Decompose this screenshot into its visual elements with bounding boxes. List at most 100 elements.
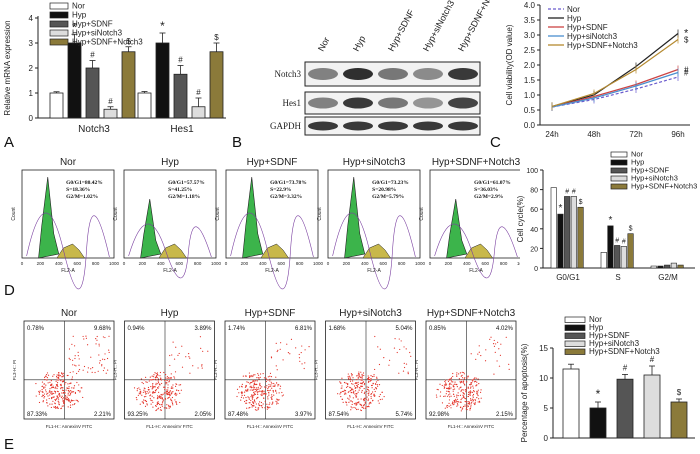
x-tick-label: 72h [629,130,642,139]
significance-mark: * [160,19,165,33]
y-tick-label: 4 [29,14,34,23]
fit-curve [26,212,110,290]
blot-band [308,121,338,131]
x-tick-label: 800 [92,261,100,266]
x-axis-label: FL2-A [61,268,75,274]
lr-value: 5.74% [395,412,413,418]
ul-value: 1.68% [329,326,347,332]
bar-G0/G1-0 [550,187,557,269]
blot-band [343,68,373,80]
legend-label-1: Hyp [631,158,644,167]
x-axis-label: FL1-H:: AnnexinV FITC [448,424,495,429]
ll-value: 92.98% [429,412,450,418]
legend-label-3: Hyp+siNotch3 [589,339,640,348]
bar-S-3 [620,246,627,269]
histogram-frame [429,169,520,259]
legend-label-0: Nor [72,2,85,11]
g2m-value: G2/M=1.18% [168,194,200,200]
x-axis-label: FL1-H:: AnnexinV FITC [146,424,193,429]
bar-G2/M-1 [657,265,664,269]
s-value: S=36.03% [474,187,498,193]
scatter-frame [325,320,416,420]
x-tick-label: 0 [123,261,126,266]
legend-swatch-4 [610,183,628,190]
g0g1-value: G0/G1=57.57% [168,180,205,186]
legend-label-4: Hyp+SDNF+Notch3 [631,182,697,191]
legend-label-1: Hyp [72,11,87,20]
g2m-value: G2/M=2.9% [474,194,503,200]
s-phase [362,243,392,259]
blot-band [448,97,478,109]
bar-Notch3-4 [121,51,136,119]
y-axis-label: FL3-H:: PI [414,360,419,381]
blot-band [378,121,408,131]
lr-value: 2.05% [194,412,212,418]
x-tick-label: 800 [194,261,202,266]
blot-band [378,68,408,80]
legend-swatch-2 [49,20,69,28]
lane-header-2: Hyp+SDNF [386,7,417,53]
x-tick-label: 48h [587,130,600,139]
legend-swatch-0 [610,151,628,158]
blot-band [308,97,338,109]
y-axis-label: Relative mRNA expression [3,20,12,115]
bar-Hes1-3 [191,106,206,119]
g2m-value: G2/M=3.32% [270,194,302,200]
significance-mark: $ [684,36,689,45]
panel-c-chart: 0.0 0.5 1.0 1.5 2.0 2.5 3.0 3.5 4.0 Cell viabilit… [505,1,690,139]
fit-curve [332,212,416,290]
y-tick-label: 80 [530,188,538,195]
significance-mark: $ [677,388,682,397]
bar-G0/G1-4 [577,206,584,269]
y-axis-label: Count [113,207,119,221]
significance-mark: # [650,355,655,364]
bar-S-2 [614,245,621,269]
legend-label-4: Hyp+SDNF+Notch3 [589,347,660,356]
g0g1-peak [242,177,264,259]
significance-mark: # [684,66,689,75]
s-value: S=22.9% [270,187,291,193]
x-tick-label: 800 [500,261,508,266]
fit-curve [128,223,212,279]
dot-cloud [133,336,209,412]
blot-band [413,68,443,80]
ul-value: 1.74% [228,326,246,332]
x-tick-label: 200 [139,261,147,266]
panel-letter-c: C [490,134,501,151]
significance-mark: # [622,238,626,245]
blot-band [448,121,478,131]
significance-mark: $ [214,33,219,42]
y-tick-label: 100 [526,168,538,175]
histogram-frame [21,169,115,259]
y-tick-label: 2 [29,64,34,73]
x-tick-label: 1000 [415,261,426,266]
x-category-label: S [615,273,620,282]
significance-mark: * [684,28,689,40]
panel-d-histograms: Nor G0/G1=80.42%S=18.36%G2/M=1.02% 0 200 400… [11,157,520,290]
scatter-title-2: Hyp+SDNF [245,308,296,319]
significance-mark: * [608,215,612,226]
significance-mark: * [558,203,562,214]
x-tick-label: 1000 [313,261,324,266]
legend-swatch-0 [564,316,586,323]
panel-letter-e: E [4,436,15,453]
s-phase [158,243,188,259]
series-line-4 [551,39,679,107]
legend-swatch-0 [49,2,69,10]
significance-mark: # [623,363,628,372]
dot-cloud [236,338,310,411]
y-tick-label: 2.5 [524,46,536,55]
significance-mark: # [684,69,689,78]
bar-G0/G1-2 [564,196,571,269]
bar-Hes1-0 [137,92,152,119]
y-tick-label: 0 [29,114,34,123]
fit-curve [230,212,314,290]
bar-Hyp+siNotch3 [643,374,661,439]
x-tick-label: 1000 [109,261,120,266]
g0g1-peak [140,198,162,259]
blot-band [413,97,443,109]
lane-header-1: Hyp [351,34,367,53]
panel-letter-d: D [4,282,15,299]
lane-header-3: Hyp+siNotch3 [421,0,456,53]
